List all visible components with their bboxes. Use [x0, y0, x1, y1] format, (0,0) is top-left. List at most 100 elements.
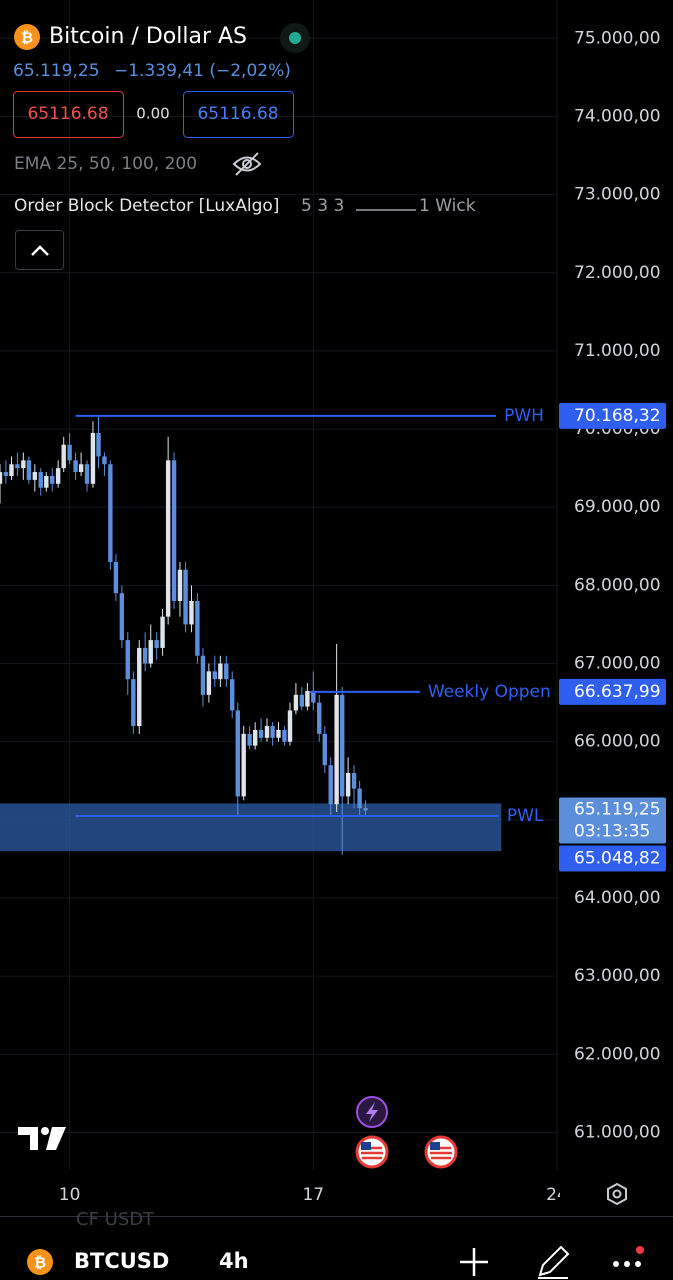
ema-legend: EMA 25, 50, 100, 200: [14, 154, 197, 174]
price-tag: [559, 797, 666, 844]
btc-logo-glyph: ₿: [34, 1254, 46, 1272]
x-tick-label: 24: [546, 1185, 568, 1205]
y-tick-label: 63.000,00: [574, 966, 661, 986]
candle-body: [276, 729, 281, 738]
tv-logo: [18, 1127, 66, 1150]
y-tick-label: 69.000,00: [574, 497, 661, 517]
candle-body: [96, 432, 101, 457]
countdown: 03:13:35: [574, 822, 650, 842]
y-tick-label: 72.000,00: [574, 263, 661, 283]
footer-interval[interactable]: 4h: [219, 1249, 249, 1273]
candle-body: [305, 690, 310, 707]
candle-body: [15, 464, 20, 469]
chevron-up[interactable]: [31, 245, 49, 256]
candle-body: [200, 655, 206, 695]
sell-button[interactable]: [13, 91, 124, 138]
price-change: −1.339,41 (−2,02%): [114, 61, 291, 81]
btc-logo-glyph: ₿: [21, 29, 33, 47]
indicator-name: Order Block Detector [LuxAlgo]: [14, 196, 279, 216]
hide-icon[interactable]: [232, 152, 262, 176]
y-tick-label: 67.000,00: [574, 654, 661, 674]
y-tick-label: 73.000,00: [574, 185, 661, 205]
level-price: 70.168,32: [574, 406, 661, 426]
candle-body: [287, 710, 293, 742]
candle-body: [61, 444, 66, 469]
candle-body: [142, 647, 148, 664]
level-name: Weekly Oppen: [428, 682, 551, 702]
level-name: PWL: [507, 806, 544, 826]
candle-body: [357, 788, 362, 809]
candle-body: [328, 765, 333, 805]
y-tick-label: 64.000,00: [574, 888, 661, 908]
candle-body: [90, 432, 96, 484]
current-price: 65.119,25: [574, 800, 661, 820]
candle-body: [108, 464, 113, 562]
level-tag: [559, 678, 666, 705]
flash-icon: [366, 1102, 378, 1122]
x-tick-label: 10: [59, 1185, 81, 1205]
candle-body: [3, 472, 9, 476]
sell-price[interactable]: 65116.68: [27, 104, 108, 124]
candle-body: [165, 460, 171, 617]
candle-body: [177, 569, 183, 602]
candle-body: [293, 694, 299, 711]
candle-body: [55, 468, 61, 484]
notification-dot: [636, 1246, 644, 1254]
y-tick-label: 66.000,00: [574, 732, 661, 752]
candle-body: [26, 460, 32, 480]
indicator-wick: 1 Wick: [419, 196, 476, 216]
candle-body: [282, 729, 287, 742]
candle-body: [119, 593, 125, 641]
level-tag: [559, 402, 666, 429]
spread: 0.00: [136, 105, 169, 123]
more-button[interactable]: [613, 1261, 641, 1267]
time-axis: 10 17 24: [59, 1185, 568, 1205]
y-tick-label: 62.000,00: [574, 1044, 661, 1064]
candle-body: [206, 671, 212, 695]
candle-body: [212, 671, 217, 680]
y-tick-label: 68.000,00: [574, 575, 661, 595]
candle-body: [252, 729, 258, 746]
candle-body: [148, 640, 153, 664]
candle-body: [78, 464, 84, 473]
candle-body: [44, 475, 49, 488]
candle-body: [183, 569, 188, 625]
candle-body: [9, 464, 14, 476]
settings-icon[interactable]: [607, 1182, 627, 1206]
footer-symbol[interactable]: BTCUSD: [74, 1249, 169, 1273]
order-block-zone: [0, 803, 502, 852]
y-tick-label: 61.000,00: [574, 1122, 661, 1142]
draw-button[interactable]: [538, 1245, 570, 1279]
collapse-button[interactable]: [15, 230, 64, 270]
y-tick-label: 71.000,00: [574, 341, 661, 361]
candle-body: [0, 472, 3, 484]
flag-canton: [430, 1142, 440, 1150]
faded-symbol: CF USDT: [76, 1209, 155, 1230]
level-price: 66.637,99: [574, 682, 661, 702]
buy-button[interactable]: [183, 91, 294, 138]
buy-price[interactable]: 65116.68: [197, 104, 278, 124]
candle-body: [224, 663, 229, 680]
candle-body: [102, 456, 107, 465]
candle-body: [235, 710, 240, 797]
candle-body: [154, 640, 159, 648]
candle-body: [334, 694, 339, 805]
candle-body: [113, 561, 119, 594]
candle-body: [299, 694, 305, 707]
footer-bar: [0, 1230, 673, 1280]
symbol-title: Bitcoin / Dollar AS: [49, 24, 247, 49]
y-tick-label: 75.000,00: [574, 28, 661, 48]
candle-body: [351, 772, 357, 789]
candle-body: [229, 679, 235, 711]
candle-body: [241, 733, 246, 797]
candle-body: [67, 444, 72, 461]
level-name: PWH: [504, 406, 544, 426]
candle-body: [38, 472, 43, 488]
indicator-params: 5 3 3: [301, 196, 344, 216]
candle-body: [195, 601, 200, 656]
candle-body: [311, 690, 316, 703]
candle-body: [189, 601, 194, 625]
add-button[interactable]: [460, 1248, 488, 1276]
candle-body: [73, 460, 78, 473]
candle-body: [363, 808, 368, 811]
